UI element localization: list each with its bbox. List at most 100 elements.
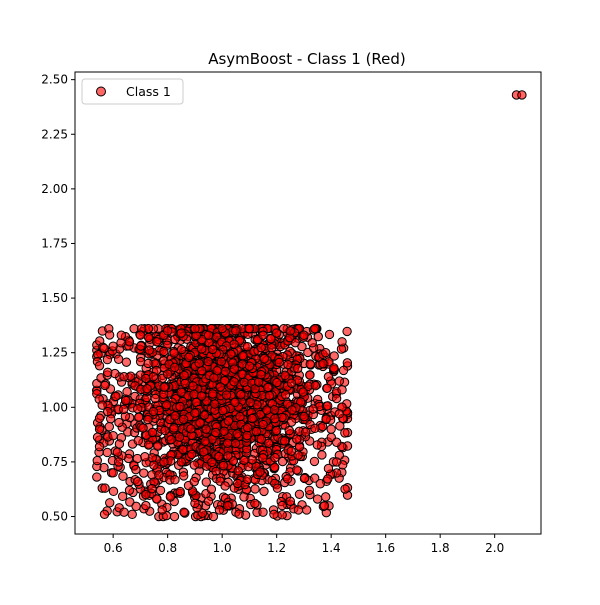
data-point <box>269 405 280 415</box>
plot-area-frame <box>74 71 542 535</box>
data-point <box>92 432 103 442</box>
data-point <box>195 418 205 428</box>
data-point <box>178 414 189 424</box>
x-tick-label: 1.2 <box>267 541 286 555</box>
data-point <box>338 365 349 376</box>
data-point <box>286 378 297 388</box>
data-point <box>309 473 320 483</box>
data-point <box>291 434 302 444</box>
y-tick-label: 2.25 <box>41 127 68 141</box>
data-point <box>283 359 293 370</box>
data-point <box>203 330 214 340</box>
data-point <box>272 483 283 493</box>
data-point <box>97 400 107 410</box>
points-layer <box>92 90 527 522</box>
data-point <box>322 383 332 393</box>
data-point <box>99 343 109 353</box>
legend-label-class-1: Class 1 <box>126 84 171 99</box>
data-point <box>104 422 115 432</box>
data-point <box>272 377 282 388</box>
data-point <box>169 348 179 358</box>
legend-marker-class-1 <box>96 86 106 97</box>
data-point <box>152 494 162 504</box>
data-point <box>340 428 350 438</box>
data-point <box>279 436 290 446</box>
data-point <box>141 500 151 511</box>
data-point <box>122 387 132 397</box>
data-point <box>331 393 342 404</box>
data-point <box>280 390 291 400</box>
data-point <box>175 486 185 497</box>
data-point <box>99 509 110 520</box>
data-point <box>251 426 262 437</box>
data-point <box>324 329 335 340</box>
data-point <box>297 341 307 352</box>
data-point <box>230 438 241 449</box>
data-point <box>100 483 110 493</box>
data-point <box>299 411 309 422</box>
data-point <box>178 444 188 455</box>
y-tick-label: 2.00 <box>41 182 68 196</box>
data-point <box>214 451 224 462</box>
data-point <box>108 341 118 351</box>
data-point <box>143 332 154 343</box>
data-point <box>321 414 331 424</box>
data-point <box>312 440 323 450</box>
y-tick-label: 2.50 <box>41 73 68 87</box>
data-point <box>207 389 218 399</box>
data-point <box>266 334 276 344</box>
data-point <box>264 390 275 401</box>
data-point <box>232 478 243 489</box>
data-point <box>119 372 129 382</box>
data-point <box>221 390 232 400</box>
data-point <box>331 457 342 467</box>
data-point <box>190 408 200 418</box>
data-point <box>162 326 173 336</box>
data-point <box>200 436 210 447</box>
data-point <box>131 501 141 512</box>
data-point <box>322 401 333 411</box>
data-point <box>277 500 287 511</box>
data-point <box>176 344 187 355</box>
data-point <box>142 383 152 394</box>
data-point <box>220 366 231 376</box>
data-point <box>335 421 345 431</box>
data-point <box>131 464 141 475</box>
data-point <box>321 492 331 502</box>
data-point <box>189 389 199 400</box>
data-point <box>162 369 173 379</box>
data-point <box>337 385 347 395</box>
data-point <box>259 486 269 497</box>
data-point <box>239 377 249 387</box>
data-point <box>233 466 243 476</box>
data-point <box>153 441 163 451</box>
data-point <box>229 364 239 374</box>
data-point <box>318 358 328 369</box>
data-point <box>190 498 200 509</box>
data-point <box>243 462 254 472</box>
data-point <box>313 331 323 342</box>
data-point <box>229 377 239 387</box>
data-point <box>256 370 266 380</box>
data-point <box>143 440 154 450</box>
data-point <box>170 475 180 485</box>
data-point <box>250 484 260 494</box>
data-point <box>199 447 209 457</box>
data-point <box>203 496 214 506</box>
data-point <box>179 507 189 517</box>
data-point <box>207 457 217 467</box>
data-point <box>326 424 336 434</box>
data-point <box>307 338 317 348</box>
data-point <box>139 468 149 478</box>
data-point <box>210 427 221 438</box>
data-point <box>159 382 169 392</box>
y-tick-label: 1.75 <box>41 236 68 250</box>
data-point <box>239 455 249 466</box>
data-point <box>169 423 179 433</box>
data-point <box>102 354 113 365</box>
data-point <box>170 362 180 373</box>
legend: Class 1 <box>81 78 184 105</box>
data-point <box>237 369 247 379</box>
data-point <box>188 381 198 391</box>
data-point <box>229 339 239 349</box>
